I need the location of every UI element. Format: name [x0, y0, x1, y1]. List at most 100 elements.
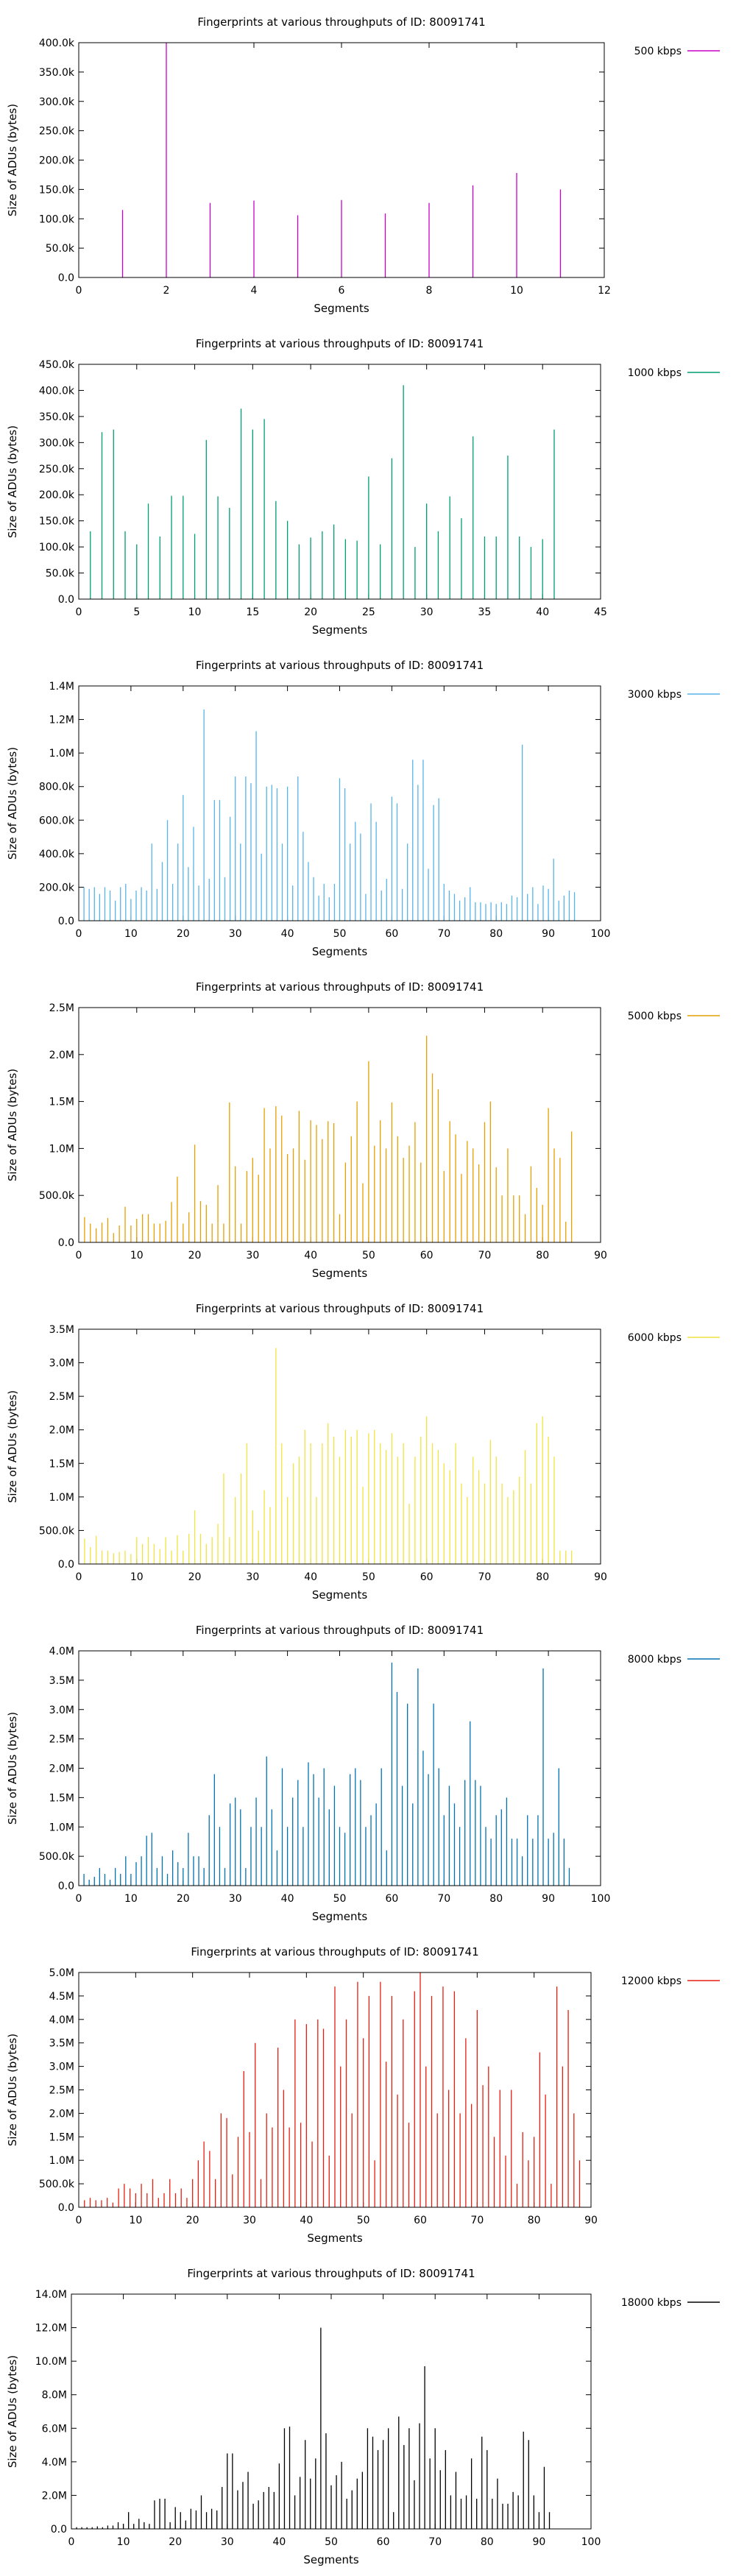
x-tick-label: 10 — [124, 1893, 138, 1905]
y-axis-label: Size of ADUs (bytes) — [6, 2034, 19, 2146]
y-tick-label: 250.0k — [39, 126, 75, 138]
x-tick-label: 10 — [510, 285, 523, 297]
x-tick-label: 40 — [536, 606, 549, 618]
y-tick-label: 2.5M — [49, 2085, 74, 2097]
legend-label: 6000 kbps — [628, 1332, 682, 1344]
series-bars — [90, 385, 555, 599]
x-tick-label: 10 — [130, 1250, 144, 1262]
chart-title: Fingerprints at various throughputs of I… — [197, 15, 485, 29]
series-bars — [84, 1972, 581, 2207]
x-tick-label: 40 — [272, 2536, 286, 2548]
y-tick-label: 6.0M — [42, 2423, 67, 2435]
x-tick-label: 50 — [362, 1250, 375, 1262]
x-tick-label: 0 — [76, 1571, 82, 1583]
chart-title: Fingerprints at various throughputs of I… — [187, 2267, 475, 2280]
x-tick-label: 60 — [385, 928, 398, 940]
x-tick-label: 80 — [481, 2536, 494, 2548]
x-tick-label: 2 — [163, 285, 170, 297]
x-tick-label: 30 — [246, 1571, 259, 1583]
x-tick-label: 70 — [470, 2215, 484, 2226]
y-tick-label: 1.0M — [49, 2155, 74, 2167]
y-tick-label: 4.0M — [49, 1646, 74, 1657]
x-tick-label: 70 — [478, 1250, 492, 1262]
x-tick-label: 70 — [437, 1893, 450, 1905]
y-tick-label: 50.0k — [46, 568, 75, 580]
y-tick-label: 2.5M — [49, 1734, 74, 1746]
y-tick-label: 1.5M — [49, 1792, 74, 1804]
y-tick-label: 0.0 — [51, 2524, 67, 2536]
y-tick-label: 200.0k — [39, 882, 75, 894]
chart-title: Fingerprints at various throughputs of I… — [191, 1945, 478, 1958]
y-tick-label: 0.0 — [58, 916, 74, 927]
y-tick-label: 250.0k — [39, 464, 75, 475]
x-tick-label: 90 — [594, 1250, 607, 1262]
y-tick-label: 5.0M — [49, 1967, 74, 1979]
x-tick-label: 90 — [542, 1893, 555, 1905]
y-tick-label: 300.0k — [39, 437, 75, 449]
x-tick-label: 0 — [76, 1250, 82, 1262]
x-tick-label: 0 — [76, 606, 82, 618]
y-tick-label: 400.0k — [39, 38, 75, 49]
x-tick-label: 20 — [177, 928, 190, 940]
y-tick-label: 2.0M — [49, 1425, 74, 1437]
y-tick-label: 500.0k — [39, 1525, 75, 1537]
y-axis-label: Size of ADUs (bytes) — [6, 1069, 19, 1181]
y-tick-label: 2.0M — [49, 1763, 74, 1775]
y-tick-label: 400.0k — [39, 849, 75, 860]
legend-label: 8000 kbps — [628, 1654, 682, 1666]
legend-label: 500 kbps — [634, 46, 682, 57]
y-tick-label: 400.0k — [39, 385, 75, 397]
x-tick-label: 4 — [251, 285, 258, 297]
x-tick-label: 60 — [420, 1571, 434, 1583]
x-tick-label: 20 — [304, 606, 317, 618]
x-tick-label: 0 — [76, 285, 82, 297]
y-tick-label: 1.5M — [49, 1097, 74, 1108]
x-tick-label: 8 — [426, 285, 433, 297]
x-tick-label: 0 — [76, 2215, 82, 2226]
x-tick-label: 30 — [243, 2215, 256, 2226]
x-axis-label: Segments — [303, 2553, 359, 2566]
x-tick-label: 90 — [584, 2215, 598, 2226]
y-tick-label: 300.0k — [39, 96, 75, 108]
y-tick-label: 100.0k — [39, 542, 75, 553]
y-tick-label: 0.0 — [58, 1559, 74, 1571]
y-tick-label: 350.0k — [39, 411, 75, 423]
y-tick-label: 0.0 — [58, 272, 74, 284]
x-tick-label: 10 — [129, 2215, 142, 2226]
y-tick-label: 3.0M — [49, 1358, 74, 1370]
y-tick-label: 3.5M — [49, 1324, 74, 1336]
y-tick-label: 14.0M — [35, 2289, 67, 2301]
x-tick-label: 40 — [281, 1893, 294, 1905]
x-tick-label: 50 — [325, 2536, 338, 2548]
y-tick-label: 200.0k — [39, 155, 75, 167]
x-tick-label: 70 — [428, 2536, 442, 2548]
y-tick-label: 12.0M — [35, 2323, 67, 2335]
x-tick-label: 10 — [188, 606, 202, 618]
chart-title: Fingerprints at various throughputs of I… — [196, 1624, 484, 1637]
series-bars — [84, 1348, 573, 1564]
y-tick-label: 500.0k — [39, 1190, 75, 1202]
legend-label: 18000 kbps — [621, 2297, 682, 2309]
x-tick-label: 40 — [304, 1571, 317, 1583]
x-tick-label: 80 — [536, 1250, 549, 1262]
y-tick-label: 4.0M — [49, 2014, 74, 2026]
y-tick-label: 0.0 — [58, 2202, 74, 2214]
y-tick-label: 10.0M — [35, 2356, 67, 2368]
x-axis-label: Segments — [312, 1267, 368, 1280]
x-tick-label: 60 — [420, 1250, 434, 1262]
x-tick-label: 30 — [420, 606, 434, 618]
y-tick-label: 200.0k — [39, 489, 75, 501]
y-tick-label: 50.0k — [46, 243, 75, 255]
x-tick-label: 30 — [246, 1250, 259, 1262]
x-tick-label: 50 — [362, 1571, 375, 1583]
y-tick-label: 3.5M — [49, 1675, 74, 1687]
legend-label: 1000 kbps — [628, 367, 682, 379]
chart-panel-5: Fingerprints at various throughputs of I… — [6, 1302, 720, 1602]
x-tick-label: 45 — [594, 606, 607, 618]
chart-title: Fingerprints at various throughputs of I… — [196, 337, 484, 350]
x-tick-label: 50 — [333, 1893, 347, 1905]
x-tick-label: 20 — [188, 1571, 202, 1583]
y-tick-label: 600.0k — [39, 815, 75, 827]
x-tick-label: 15 — [246, 606, 259, 618]
